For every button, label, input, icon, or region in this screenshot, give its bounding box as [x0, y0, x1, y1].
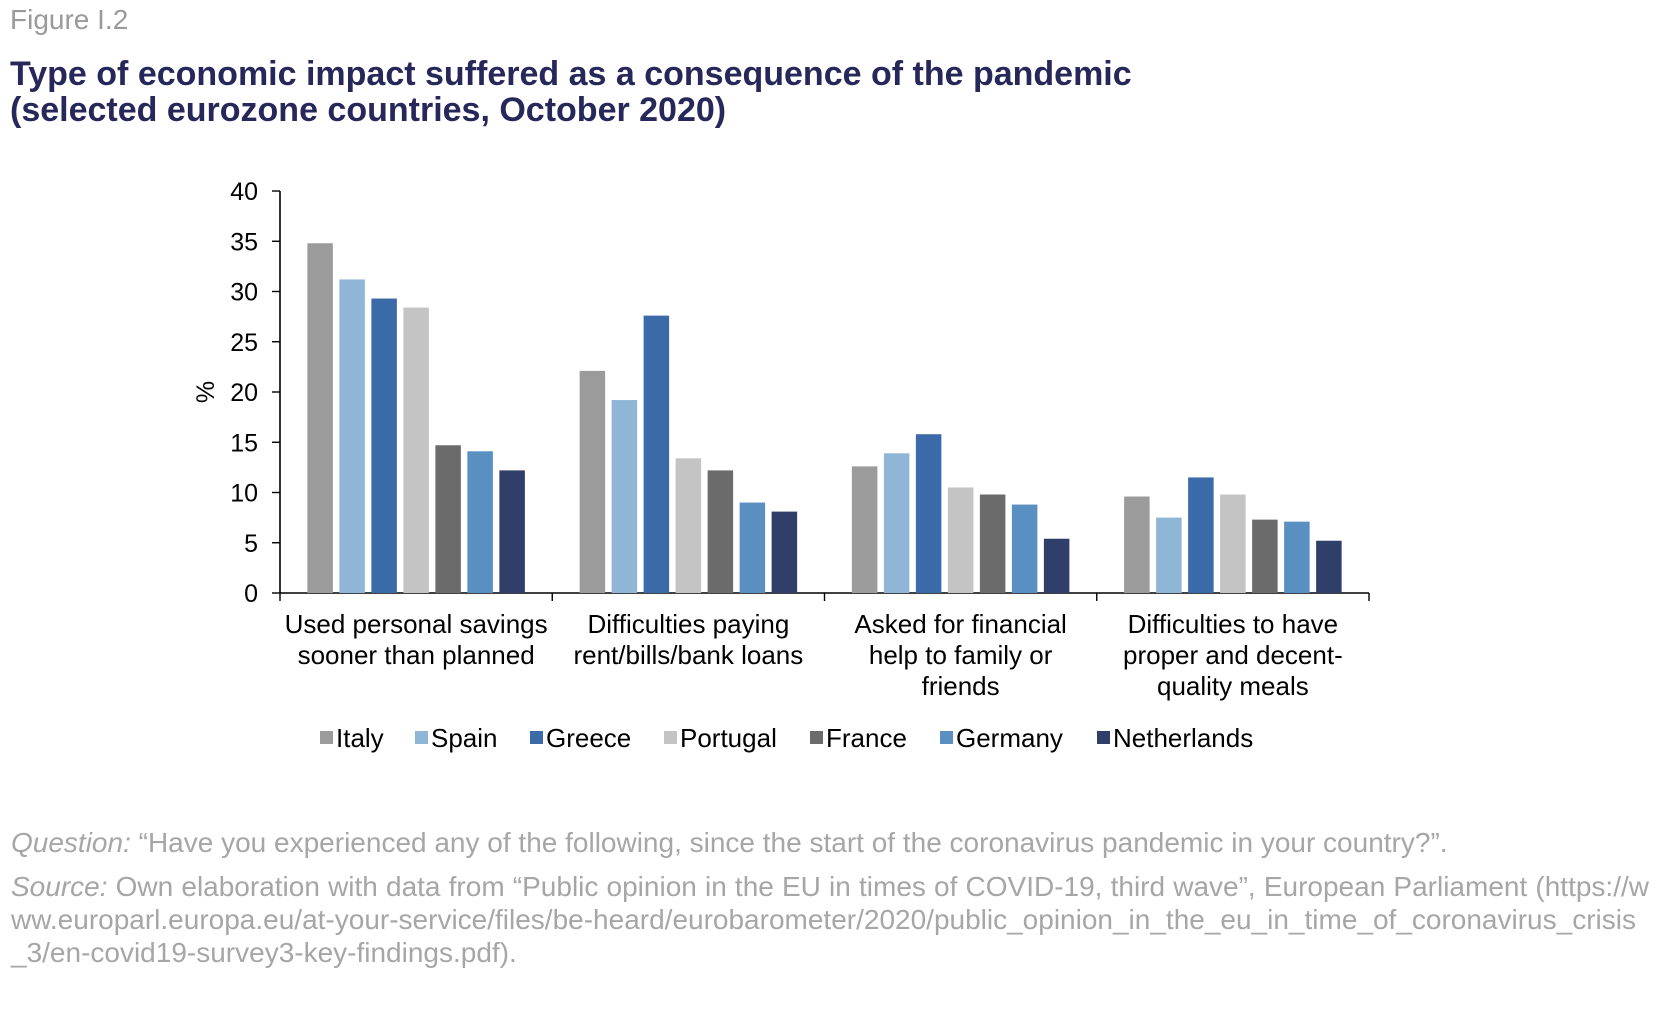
bar-netherlands	[499, 470, 525, 593]
bar-greece	[643, 315, 670, 593]
bar-spain	[883, 453, 910, 593]
question-label: Question:	[11, 827, 131, 858]
bar-portugal	[675, 458, 702, 593]
source-text: Own elaboration with data from “Public o…	[11, 871, 1649, 968]
legend-label-greece: Greece	[546, 723, 631, 753]
bar-netherlands	[1316, 540, 1342, 593]
x-category-label: quality meals	[1157, 671, 1309, 701]
chart-title-line-1: Type of economic impact suffered as a co…	[10, 55, 1132, 93]
x-category-label: rent/bills/bank loans	[573, 640, 803, 670]
bar-portugal	[1220, 494, 1246, 593]
x-category-label: sooner than planned	[298, 640, 535, 670]
bar-italy	[307, 243, 333, 593]
x-category-label: Difficulties paying	[587, 609, 789, 639]
figure-label: Figure I.2	[10, 4, 129, 35]
bar-chart: 0 5 10 15 20 25 30 35 40% Used personal savingsso…	[192, 178, 1370, 753]
y-tick-label: 0	[244, 580, 258, 608]
y-tick-label: 5	[244, 530, 258, 558]
legend-label-netherlands: Netherlands	[1113, 723, 1253, 753]
bar-germany	[1011, 504, 1038, 593]
legend-swatch-greece	[530, 731, 543, 744]
y-axis-label: %	[192, 381, 220, 403]
bar-france	[979, 494, 1006, 593]
bar-germany	[739, 502, 766, 593]
legend-label-spain: Spain	[431, 723, 498, 753]
bar-greece	[1188, 477, 1214, 593]
bar-greece	[915, 434, 942, 593]
question-note: Question: “Have you experienced any of t…	[11, 826, 1649, 859]
source-label: Source:	[11, 871, 108, 902]
legend-swatch-portugal	[664, 731, 677, 744]
y-tick-label: 20	[230, 379, 258, 407]
legend-label-italy: Italy	[336, 723, 384, 753]
bar-france	[435, 445, 461, 593]
x-category-label: help to family or	[869, 640, 1053, 670]
legend-swatch-italy	[320, 731, 333, 744]
y-tick-label: 25	[230, 329, 258, 357]
x-category-label: proper and decent-	[1123, 640, 1343, 670]
bar-france	[1252, 519, 1278, 593]
bar-portugal	[403, 307, 429, 593]
bar-spain	[1156, 517, 1182, 593]
chart-title: Type of economic impact suffered as a co…	[10, 56, 1410, 128]
x-category-label: Used personal savings	[285, 609, 548, 639]
legend-swatch-germany	[940, 731, 953, 744]
legend-label-portugal: Portugal	[680, 723, 777, 753]
chart-title-line-2: (selected eurozone countries, October 20…	[10, 91, 727, 129]
bar-greece	[371, 298, 397, 593]
bar-portugal	[947, 487, 974, 593]
y-tick-label: 10	[230, 480, 258, 508]
y-tick-label: 40	[230, 178, 258, 206]
bar-germany	[467, 451, 493, 593]
y-tick-label: 30	[230, 279, 258, 307]
bar-netherlands	[771, 511, 798, 593]
bar-italy	[579, 370, 606, 593]
x-category-label: friends	[922, 671, 1000, 701]
x-category-label: Asked for financial	[854, 609, 1066, 639]
source-note: Source: Own elaboration with data from “…	[11, 870, 1649, 969]
bar-spain	[339, 279, 365, 593]
legend-swatch-netherlands	[1097, 731, 1110, 744]
bar-spain	[611, 400, 638, 593]
bar-france	[707, 470, 734, 593]
legend-label-germany: Germany	[956, 723, 1063, 753]
bar-netherlands	[1043, 538, 1070, 593]
y-tick-label: 35	[230, 228, 258, 256]
y-tick-label: 15	[230, 429, 258, 457]
x-category-label: Difficulties to have	[1128, 609, 1339, 639]
bar-italy	[851, 466, 878, 593]
question-text: “Have you experienced any of the followi…	[130, 827, 1448, 858]
bar-germany	[1284, 521, 1310, 593]
legend-label-france: France	[826, 723, 907, 753]
bar-italy	[1124, 496, 1150, 593]
legend-swatch-spain	[415, 731, 428, 744]
legend-swatch-france	[810, 731, 823, 744]
